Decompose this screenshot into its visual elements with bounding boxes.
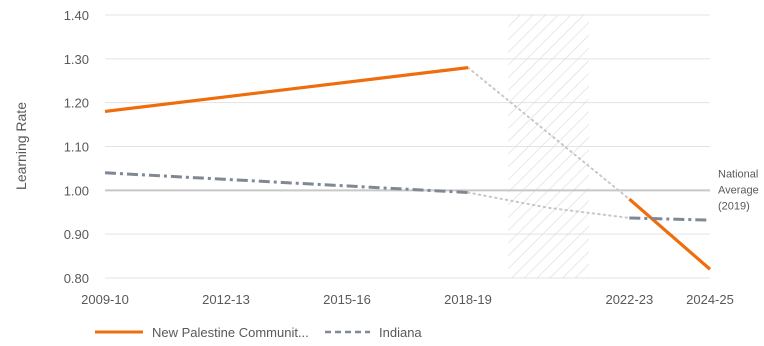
y-axis-label: Learning Rate [13, 102, 29, 190]
y-tick-label: 0.90 [64, 227, 89, 242]
gap-connector-series-1 [467, 191, 631, 219]
legend: New Palestine Communit... Indiana [95, 325, 422, 340]
x-tick-label: 2009-10 [81, 292, 129, 307]
y-tick-label: 1.20 [64, 96, 89, 111]
series-line-0 [628, 197, 712, 271]
legend-item-new-palestine: New Palestine Communit... [95, 325, 309, 340]
y-tick-label: 1.00 [64, 183, 89, 198]
x-tick-label: 2022-23 [605, 292, 653, 307]
x-tick-label: 2015-16 [323, 292, 371, 307]
gap-connector-series-0 [467, 66, 631, 201]
series-lines [104, 66, 712, 271]
reference-label-line: (2019) [718, 200, 750, 212]
national-average-label: National Average (2019) [718, 168, 759, 212]
legend-label-indiana: Indiana [379, 325, 422, 340]
y-tick-label: 0.80 [64, 271, 89, 286]
y-tick-label: 1.10 [64, 140, 89, 155]
y-tick-label: 1.40 [64, 8, 89, 23]
x-axis-tick-labels: 2009-10 2012-13 2015-16 2018-19 2022-23 2024-… [81, 292, 734, 307]
series-line-0 [104, 66, 469, 114]
x-tick-label: 2024-25 [686, 292, 734, 307]
series-line-1 [104, 171, 469, 195]
gap-connectors [467, 66, 631, 219]
reference-label-line: National [718, 168, 758, 180]
reference-label-line: Average [718, 184, 759, 196]
x-tick-label: 2018-19 [444, 292, 492, 307]
data-gap-shaded-region [508, 15, 589, 278]
series-line-1 [629, 216, 711, 222]
x-tick-label: 2012-13 [202, 292, 250, 307]
legend-item-indiana: Indiana [325, 325, 422, 340]
y-tick-label: 1.30 [64, 52, 89, 67]
legend-label-new-palestine: New Palestine Communit... [152, 325, 309, 340]
y-gridlines [105, 14, 710, 279]
y-axis-tick-labels: 0.80 0.90 1.00 1.10 1.20 1.30 1.40 [64, 8, 89, 286]
